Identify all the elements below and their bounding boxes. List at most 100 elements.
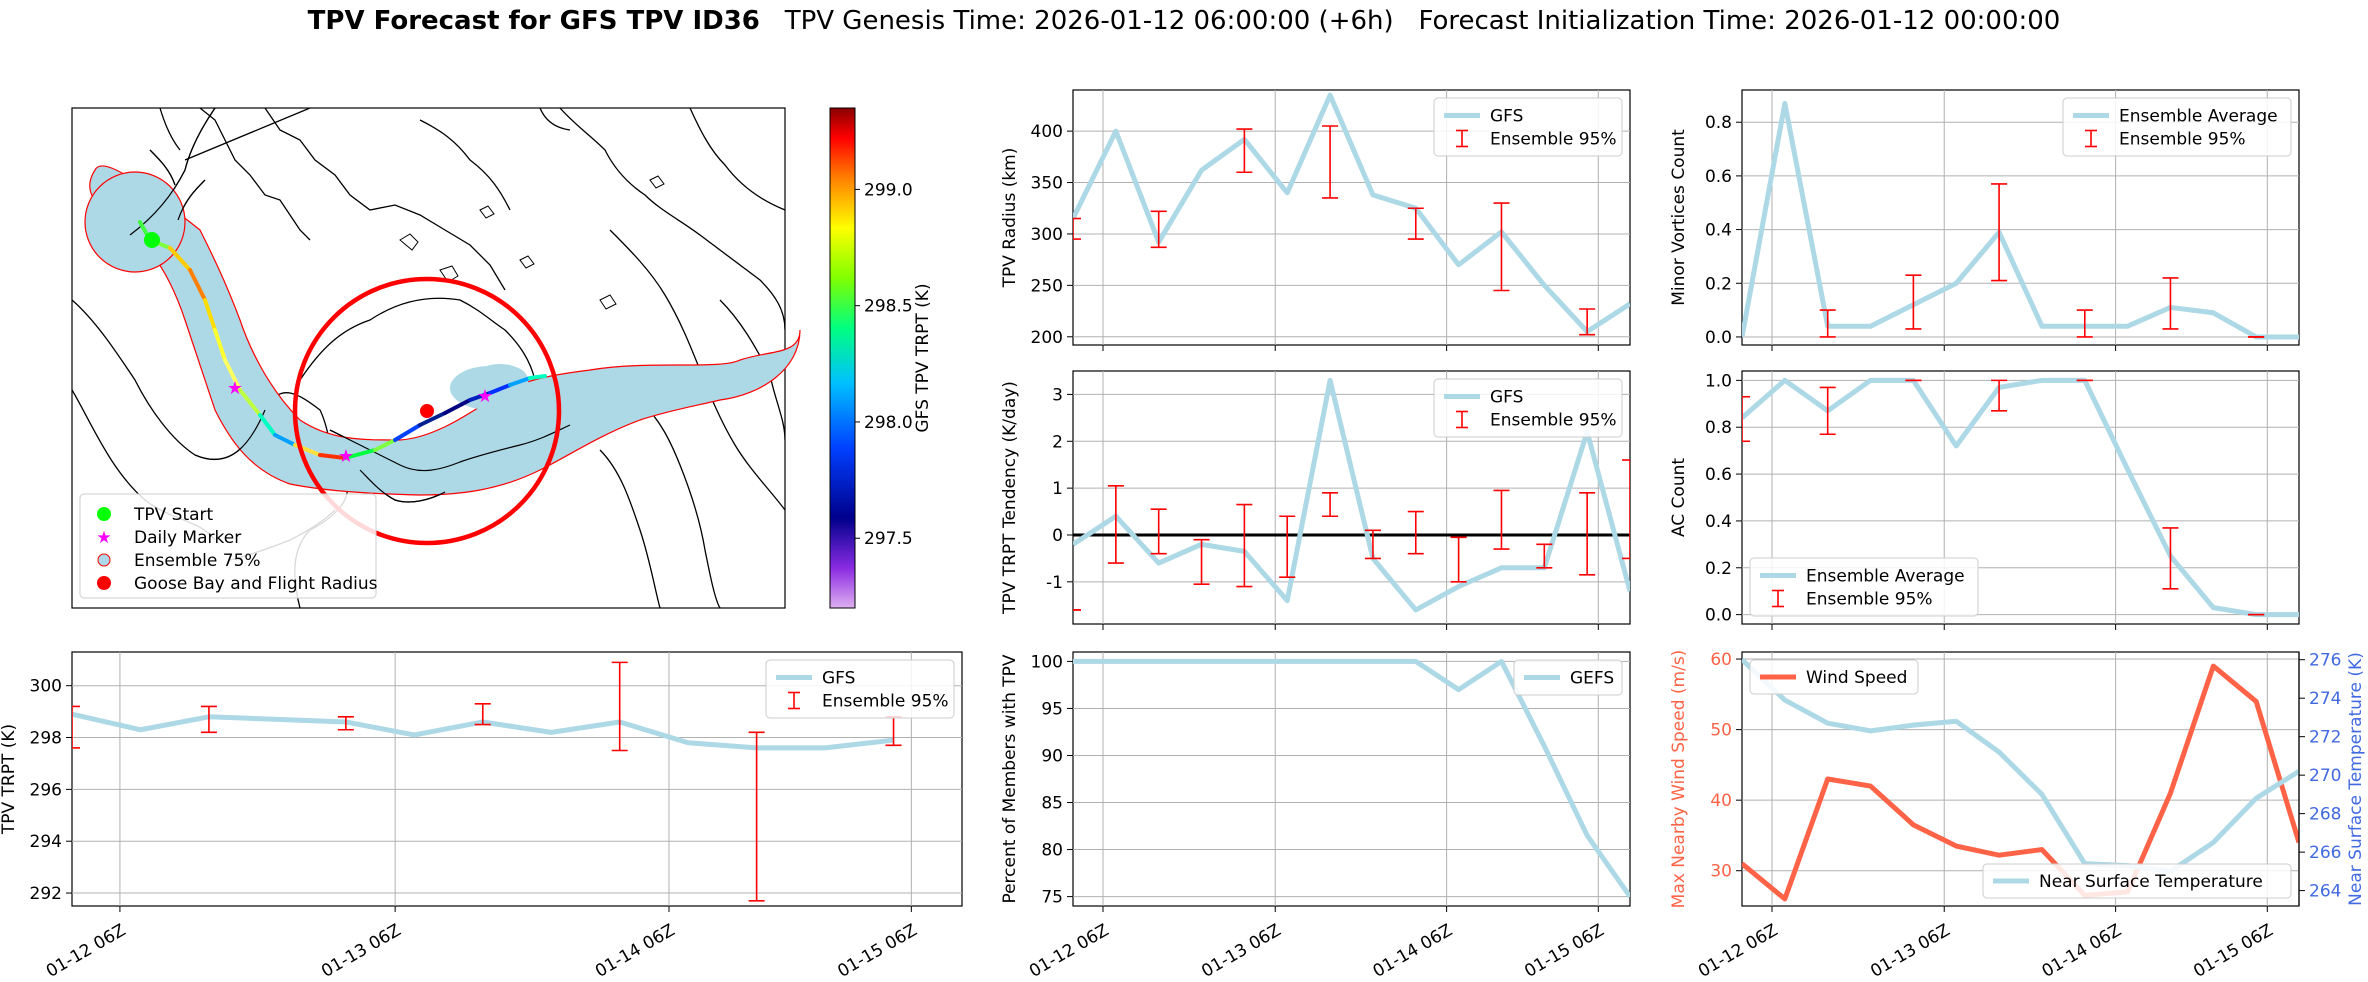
wind-plot — [1742, 657, 2299, 902]
chart-members: 01-12 06Z 01-13 06Z 01-14 06Z 01-15 06Z 75 80… — [1000, 651, 1631, 982]
legend-daily-marker-icon: ★ — [96, 528, 111, 548]
ensemble-75-start-blob — [84, 171, 186, 273]
minor-line — [1742, 100, 2299, 340]
figure-title-init: Forecast Initialization Time: 2026-01-12… — [1418, 6, 2061, 36]
radius-errorbar-6 — [1579, 308, 1596, 336]
tendency-errorbar-6 — [1322, 492, 1339, 518]
minor-ytick-label-2: 0.4 — [1705, 221, 1732, 241]
charts-layer: 01-12 06Z 01-13 06Z 01-14 06Z 01-15 06Z 292 2… — [0, 89, 2366, 982]
members-line — [1073, 658, 1630, 899]
ac-legend-label-0: Ensemble Average — [1806, 567, 1965, 587]
trpt-errorbar-2 — [337, 715, 354, 731]
chart-wind: 01-12 06Z 01-13 06Z 01-14 06Z 01-15 06Z 30 40… — [1669, 650, 2366, 982]
ensemble-75-envelope — [89, 165, 801, 496]
colorbar-tick-label-3: 299.0 — [864, 180, 913, 200]
colorbar: 297.5 298.0 298.5 299.0 GFS TPV TRPT (K) — [829, 107, 933, 609]
colorbar-tick-label-0: 297.5 — [864, 529, 913, 549]
minor-legend-box — [2062, 97, 2292, 157]
trpt-ytick-label-1: 294 — [30, 832, 62, 852]
ac-errorbar-1 — [1819, 386, 1836, 436]
ac-errorbar-5 — [2162, 527, 2179, 590]
members-xtick-label-1: 01-13 06Z — [1198, 920, 1284, 981]
members-ytick-label-3: 90 — [1041, 746, 1063, 766]
trpt-ytick-label-0: 292 — [30, 884, 62, 904]
minor-legend: Ensemble Average Ensemble 95% — [2062, 97, 2292, 157]
radius-errorbar-2 — [1236, 128, 1253, 174]
members-ytick-label-0: 75 — [1041, 888, 1063, 908]
trpt-ytick-label-4: 300 — [30, 677, 62, 697]
goose-bay-marker — [420, 404, 434, 418]
trpt-errorbar-4 — [611, 661, 628, 752]
figure-title: TPV Forecast for GFS TPV ID36 TPV Genesi… — [0, 6, 2368, 36]
radius-errorbar-1 — [1150, 210, 1167, 249]
trpt-xtick-label-0: 01-12 06Z — [43, 920, 129, 981]
trpt-xtick-label-3: 01-15 06Z — [834, 920, 920, 981]
wind-ytick-label-3: 60 — [1710, 650, 1732, 670]
tendency-legend-label-1: Ensemble 95% — [1490, 411, 1617, 431]
tendency-legend: GFS Ensemble 95% — [1433, 378, 1623, 438]
minor-ytick-label-3: 0.6 — [1705, 167, 1732, 187]
trpt-ytick-label-2: 296 — [30, 780, 62, 800]
chart-minor: 0.0 0.2 0.4 0.6 0.8 Minor Vortices Count Ensem… — [1669, 89, 2300, 351]
ac-errorbar-0 — [1742, 395, 1750, 443]
wind-xtick-label-3: 01-15 06Z — [2190, 920, 2276, 981]
radius-errorbar-0 — [1073, 217, 1081, 240]
ensemble-75-end-blob-2 — [472, 364, 528, 396]
members-xtick-label-0: 01-12 06Z — [1026, 920, 1112, 981]
ac-errorbar-3 — [1991, 379, 2008, 412]
tendency-legend-box — [1433, 378, 1623, 438]
members-ylabel: Percent of Members with TPV — [1000, 654, 1020, 903]
tendency-ytick-label-4: 3 — [1052, 385, 1063, 405]
trpt-xtick-label-2: 01-14 06Z — [592, 920, 678, 981]
trpt-legend: GFS Ensemble 95% — [765, 659, 955, 719]
colorbar-tick-label-2: 298.5 — [864, 297, 913, 317]
radius-plot — [1073, 92, 1630, 336]
wind-xtick-label-0: 01-12 06Z — [1695, 920, 1781, 981]
legend-ensemble-icon — [97, 553, 111, 567]
radius-ytick-label-2: 300 — [1031, 225, 1063, 245]
tendency-errorbar-4 — [1236, 503, 1253, 588]
wind-ylabel2: Near Surface Temperature (K) — [2346, 652, 2366, 906]
members-ytick-label-5: 100 — [1031, 652, 1063, 672]
tendency-errorbar-2 — [1150, 508, 1167, 555]
tendency-ytick-label-0: -1 — [1046, 573, 1063, 593]
minor-ytick-label-1: 0.2 — [1705, 274, 1732, 294]
radius-line — [1073, 92, 1630, 335]
wind-ytick2-label-4: 272 — [2309, 728, 2341, 748]
tendency-errorbar-10 — [1493, 489, 1510, 550]
minor-errorbar-4 — [2162, 277, 2179, 330]
ac-ytick-label-2: 0.4 — [1705, 512, 1732, 532]
trpt-legend-box — [765, 659, 955, 719]
members-legend-box — [1513, 659, 1623, 696]
minor-errorbar-2 — [1991, 183, 2008, 282]
chart-tendency: -1 0 1 2 3 TPV TRPT Tendency (K/day) GFS Ensemb… — [1000, 370, 1631, 630]
colorbar-fill — [829, 107, 856, 609]
flight-radius-circle — [292, 276, 562, 546]
wind-ytick2-label-0: 264 — [2309, 882, 2341, 902]
minor-plot — [1742, 100, 2299, 340]
trpt-xtick-label-1: 01-13 06Z — [318, 920, 404, 981]
tendency-ytick-label-2: 1 — [1052, 479, 1063, 499]
wind-series-0 — [1742, 663, 2299, 902]
ac-legend-label-1: Ensemble 95% — [1806, 590, 1933, 610]
tendency-ytick-label-1: 0 — [1052, 526, 1063, 546]
tpv-track — [138, 220, 547, 460]
minor-ytick-label-4: 0.8 — [1705, 113, 1732, 133]
islands — [399, 175, 665, 310]
wind-ytick2-label-3: 270 — [2309, 766, 2341, 786]
tendency-plot — [1073, 377, 1630, 613]
tendency-errorbar-13 — [1622, 459, 1630, 560]
minor-legend-label-0: Ensemble Average — [2119, 107, 2278, 127]
radius-errorbar-3 — [1322, 125, 1339, 199]
map-panel: ★ ★ ★ TPV Start ★ Daily Marker Ensemble … — [71, 107, 933, 609]
wind-ytick-label-1: 40 — [1710, 791, 1732, 811]
wind-legend-box-1 — [1982, 863, 2292, 899]
wind-legend-label-1: Near Surface Temperature — [2039, 872, 2263, 892]
ac-ytick-label-5: 1.0 — [1705, 371, 1732, 391]
members-xtick-label-2: 01-14 06Z — [1370, 920, 1456, 981]
daily-marker-3: ★ — [477, 386, 493, 407]
trpt-errorbar-5 — [748, 731, 765, 902]
trpt-errorbar-0 — [72, 705, 80, 749]
members-legend-label-0: GEFS — [1570, 669, 1614, 689]
wind-xtick-label-1: 01-13 06Z — [1867, 920, 1953, 981]
